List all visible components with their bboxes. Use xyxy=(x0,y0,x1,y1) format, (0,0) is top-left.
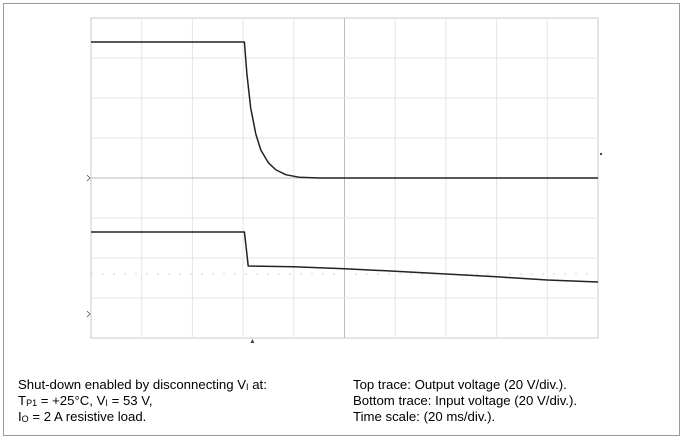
trigger-level-marker xyxy=(599,152,603,156)
caption-time-scale: Time scale: (20 ms/div.). xyxy=(353,409,496,424)
caption-sub: I xyxy=(105,398,108,408)
oscilloscope-plot xyxy=(86,17,603,343)
trace-top xyxy=(91,41,598,179)
caption-line-3: IO = 2 A resistive load. xyxy=(18,409,267,425)
caption-text: I xyxy=(18,409,22,424)
caption-line-1: Shut-down enabled by disconnecting VI at… xyxy=(18,377,267,393)
plot-markers xyxy=(86,152,603,343)
caption-sub: O xyxy=(21,414,29,424)
caption-line-2: TP1 = +25°C, VI = 53 V, xyxy=(18,393,267,409)
caption-text: at: xyxy=(248,377,267,392)
channel-1-ground-marker xyxy=(86,174,91,182)
caption-sub: P1 xyxy=(26,398,38,408)
caption-text: T xyxy=(18,393,27,408)
caption-top-trace: Top trace: Output voltage (20 V/div.). xyxy=(353,377,567,392)
caption-bottom-trace: Bottom trace: Input voltage (20 V/div.). xyxy=(353,393,578,408)
plot-traces xyxy=(91,41,599,283)
trigger-position-marker xyxy=(250,339,255,343)
figure-frame xyxy=(3,3,680,436)
caption-text: = 2 A resistive load. xyxy=(28,409,147,424)
caption-text: = +25°C, V xyxy=(37,393,106,408)
caption-traces: Top trace: Output voltage (20 V/div.). B… xyxy=(353,377,577,425)
trace-bottom xyxy=(91,231,599,283)
caption-sub: I xyxy=(246,382,249,392)
caption-text: Shut-down enabled by disconnecting V xyxy=(18,377,247,392)
caption-conditions: Shut-down enabled by disconnecting VI at… xyxy=(18,377,267,425)
channel-2-ground-marker xyxy=(86,310,91,318)
caption-text: = 53 V, xyxy=(107,393,153,408)
